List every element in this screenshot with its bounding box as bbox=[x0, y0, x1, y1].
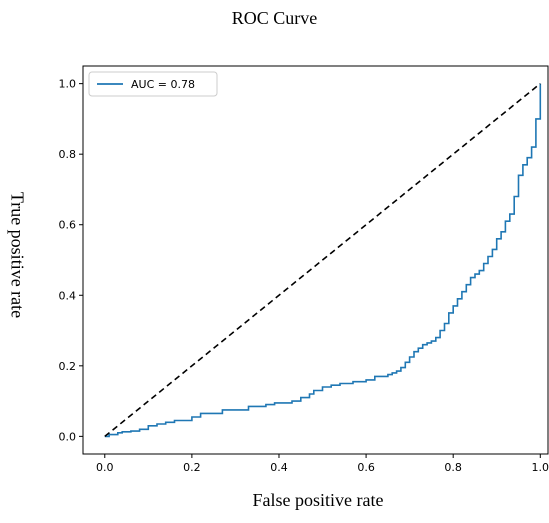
x-tick-label: 1.0 bbox=[532, 461, 549, 474]
roc-curve-line bbox=[104, 83, 542, 438]
y-tick-label: 1.0 bbox=[59, 78, 77, 91]
x-tick-label: 0.0 bbox=[96, 461, 114, 474]
diagonal-reference-line bbox=[104, 82, 541, 438]
y-tick-label: 0.0 bbox=[59, 430, 77, 443]
x-tick-label: 0.8 bbox=[444, 461, 462, 474]
y-tick-label: 0.8 bbox=[59, 148, 77, 161]
x-axis-label: False positive rate bbox=[252, 490, 384, 510]
plot-frame bbox=[82, 65, 549, 455]
x-tick-label: 0.4 bbox=[270, 461, 288, 474]
x-tick-label: 0.2 bbox=[183, 461, 201, 474]
legend-box bbox=[88, 71, 218, 97]
x-tick-label: 0.6 bbox=[357, 461, 375, 474]
chart-title: ROC Curve bbox=[231, 8, 318, 28]
y-tick-label: 0.6 bbox=[59, 219, 77, 232]
y-tick-label: 0.2 bbox=[59, 360, 77, 373]
legend-label: AUC = 0.78 bbox=[131, 78, 195, 91]
y-tick-label: 0.4 bbox=[59, 289, 77, 302]
